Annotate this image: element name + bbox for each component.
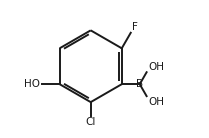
Text: B: B: [136, 79, 143, 89]
Text: Cl: Cl: [85, 117, 96, 127]
Text: OH: OH: [148, 62, 164, 71]
Text: OH: OH: [148, 97, 164, 107]
Text: F: F: [132, 22, 138, 32]
Text: HO: HO: [24, 79, 40, 89]
